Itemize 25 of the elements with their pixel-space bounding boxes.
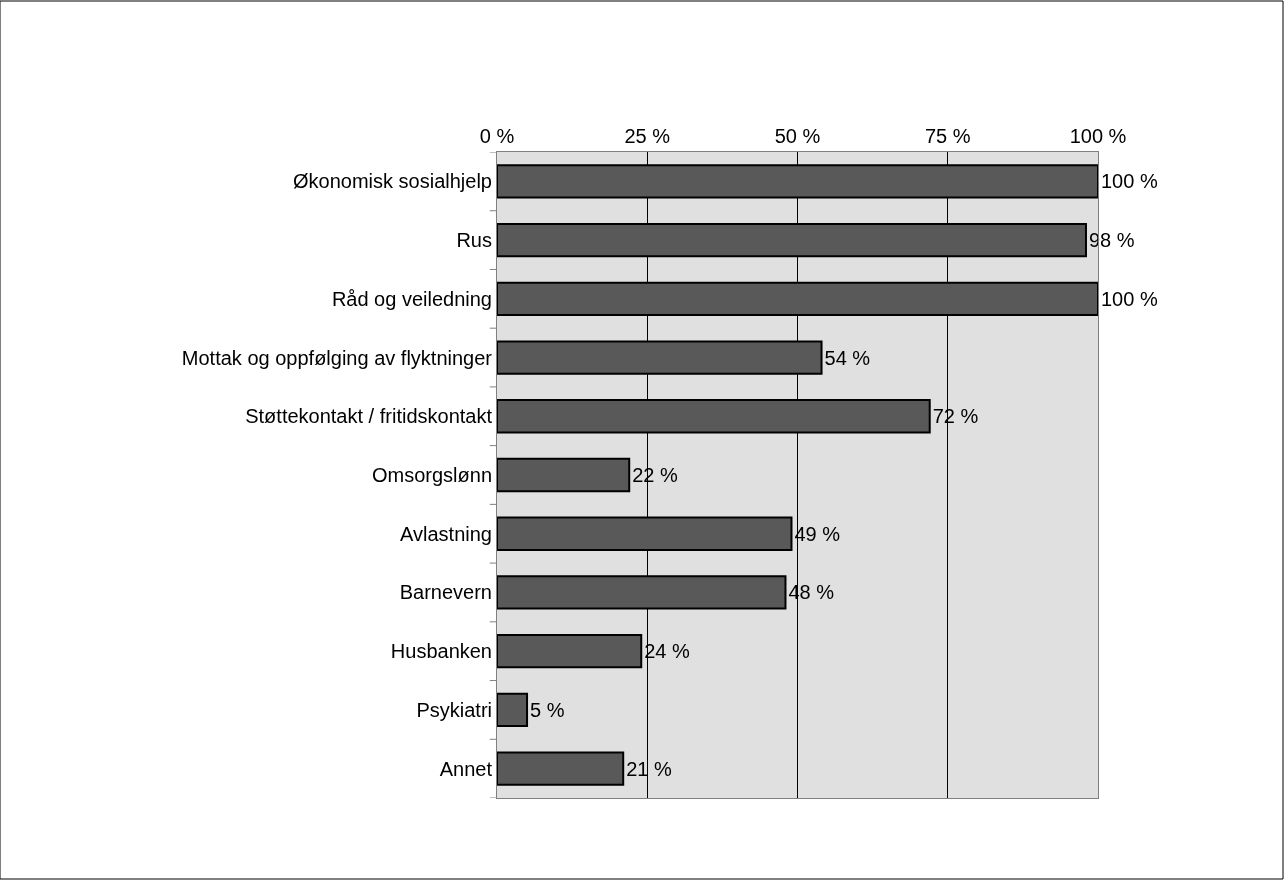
- x-tick-label: 100 %: [1069, 125, 1127, 147]
- y-tick-label: Husbanken: [390, 640, 492, 663]
- bar: [497, 457, 631, 493]
- bar: [497, 751, 625, 786]
- y-tick-label: Barnevern: [399, 581, 492, 604]
- data-label: 21 %: [626, 757, 673, 780]
- data-label: 5 %: [530, 698, 565, 721]
- y-tick-label: Økonomisk sosialhjelp: [293, 170, 492, 193]
- y-tick-label: Rus: [456, 229, 492, 252]
- y-tick-label: Psykiatri: [416, 698, 492, 721]
- y-tick-label: Annet: [439, 757, 493, 780]
- y-tick-label: Støttekontakt / fritidskontakt: [245, 405, 493, 428]
- data-label: 100 %: [1101, 170, 1158, 193]
- x-tick-label: 0 %: [479, 125, 515, 147]
- x-tick-label: 75 %: [924, 125, 971, 147]
- x-tick-label: 25 %: [624, 125, 671, 147]
- y-tick-label: Mottak og oppfølging av flyktninger: [181, 346, 493, 369]
- bar: [497, 692, 529, 728]
- data-label: 54 %: [824, 346, 871, 369]
- x-tick-label: 50 %: [774, 125, 821, 147]
- bar: [497, 634, 643, 669]
- y-tick-label: Omsorgslønn: [371, 464, 492, 486]
- data-label: 100 %: [1101, 287, 1158, 310]
- y-tick-label: Råd og veiledning: [331, 287, 492, 310]
- y-tick-label: Avlastning: [400, 522, 492, 545]
